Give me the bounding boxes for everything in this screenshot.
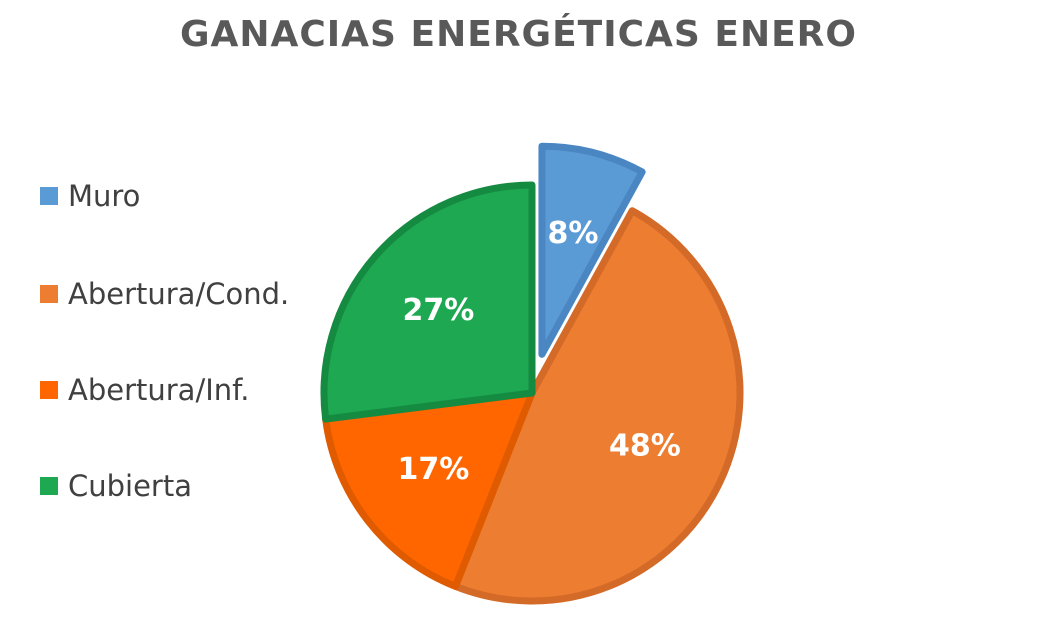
pie-slice-abertura-cond xyxy=(451,207,744,605)
legend-item-abertura-cond: Abertura/Cond. xyxy=(40,274,289,314)
pie-slice-abertura-inf xyxy=(322,389,536,590)
pie-label-muro: 8% xyxy=(548,216,599,251)
pie-label-abertura-inf: 17% xyxy=(397,452,469,487)
pie-label-cubierta: 27% xyxy=(402,293,474,328)
legend-swatch-muro xyxy=(40,187,58,205)
legend-label-muro: Muro xyxy=(68,179,141,213)
legend-label-abertura-inf: Abertura/Inf. xyxy=(68,373,250,407)
legend-swatch-abertura-cond xyxy=(40,285,58,303)
pie-label-abertura-cond: 48% xyxy=(609,429,681,464)
legend-label-abertura-cond: Abertura/Cond. xyxy=(68,277,290,311)
legend-item-muro: Muro xyxy=(40,176,140,216)
legend-swatch-abertura-inf xyxy=(40,381,58,399)
pie-slices xyxy=(320,142,744,605)
legend-swatch-cubierta xyxy=(40,477,58,495)
pie-slice-cubierta xyxy=(320,181,536,423)
pie-slice-labels: 8% 48% 17% 27% xyxy=(397,216,680,487)
legend-label-cubierta: Cubierta xyxy=(68,469,193,503)
pie-slice-muro xyxy=(538,142,646,358)
chart-title: GANACIAS ENERGÉTICAS ENERO xyxy=(179,14,858,55)
legend-item-abertura-inf: Abertura/Inf. xyxy=(40,370,249,410)
legend-item-cubierta: Cubierta xyxy=(40,466,192,506)
